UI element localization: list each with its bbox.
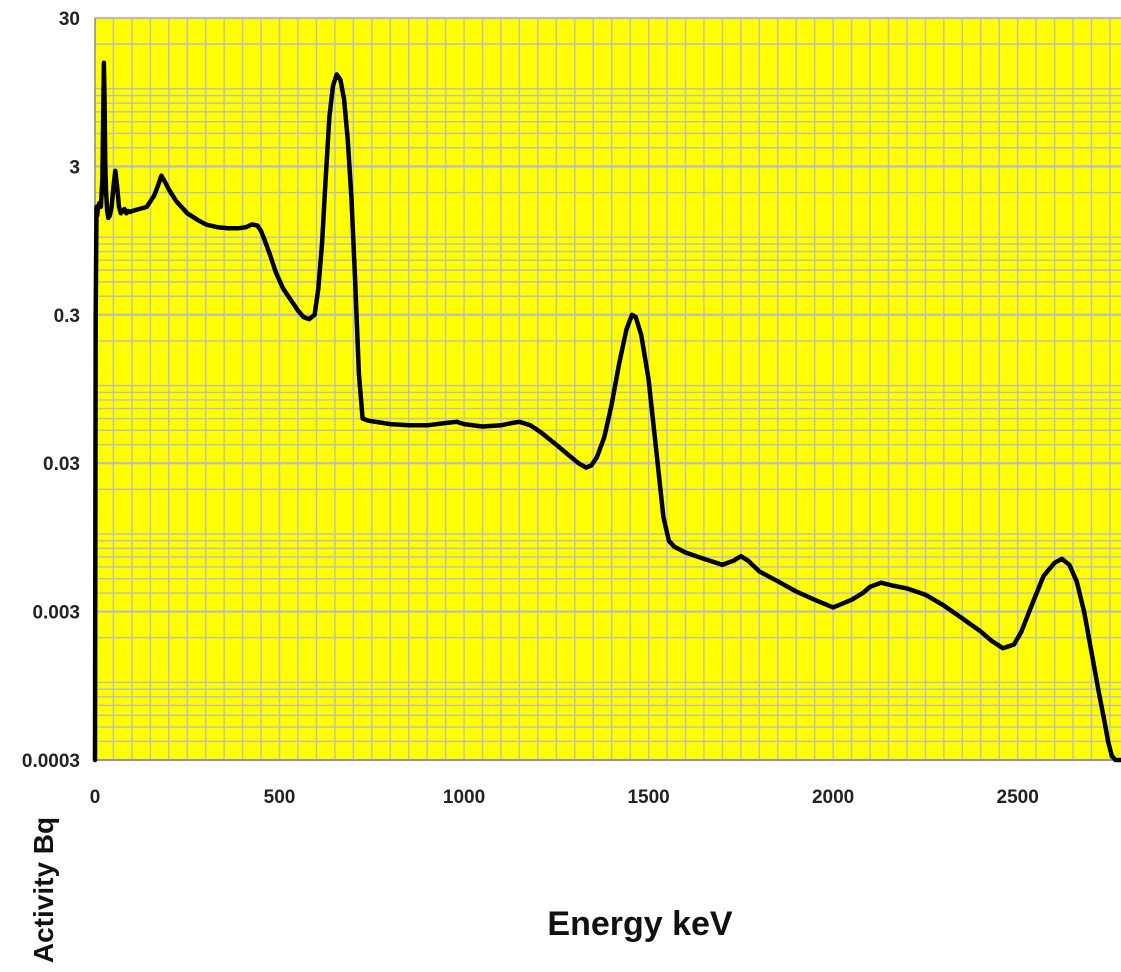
x-axis-title: Energy keV [547, 905, 733, 943]
x-tick-label: 2500 [997, 787, 1039, 808]
tick-labels: 0 500 1000 1500 2000 2500 30 3 0.3 0.03 0.003 0.000… [22, 9, 1039, 808]
series-layer [92, 60, 1121, 763]
series-line [92, 60, 1121, 763]
x-tick-label: 500 [264, 787, 296, 808]
y-tick-label: 3 [69, 157, 80, 178]
x-tick-label: 2000 [812, 787, 854, 808]
y-tick-label: 0.3 [54, 306, 80, 327]
gridlines [95, 16, 1121, 762]
y-tick-label: 0.0003 [22, 751, 80, 772]
x-tick-label: 1000 [443, 787, 485, 808]
y-axis-title: Activity Bq [28, 817, 59, 963]
plot-background [95, 18, 1121, 760]
x-tick-label: 0 [90, 787, 101, 808]
y-tick-label: 30 [59, 9, 80, 30]
y-tick-label: 0.003 [32, 603, 80, 624]
x-tick-label: 1500 [627, 787, 669, 808]
y-tick-label: 0.03 [43, 454, 80, 475]
